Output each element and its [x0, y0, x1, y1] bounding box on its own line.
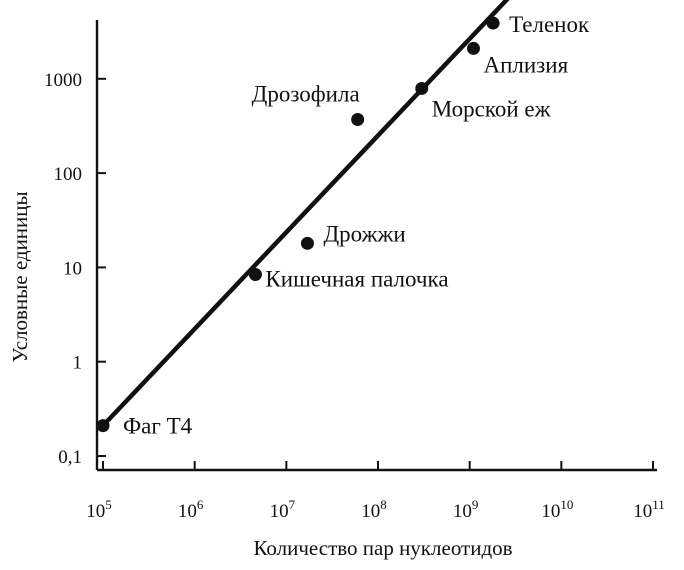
y-tick-label: 100 — [54, 164, 83, 185]
data-point — [486, 16, 500, 30]
fit-line-layer — [100, 0, 510, 428]
y-axis-title: Условные единицы — [8, 191, 32, 362]
x-tick-label: 106 — [178, 497, 204, 522]
data-point-label: Дрозофила — [252, 82, 360, 107]
y-tick-label: 10 — [63, 258, 82, 279]
x-tick-base: 10 — [86, 501, 105, 522]
x-tick-exponent: 10 — [560, 497, 573, 512]
data-points-layer — [96, 16, 500, 433]
x-tick-exponent: 8 — [380, 497, 387, 512]
data-point-label: Дрожжи — [323, 221, 405, 246]
x-tick-base: 10 — [270, 501, 289, 522]
y-tick-label: 1 — [73, 353, 83, 374]
data-point-label: Фаг Т4 — [123, 414, 193, 439]
regression-line — [100, 0, 510, 428]
data-point-label: Кишечная палочка — [265, 267, 448, 292]
data-point — [300, 236, 314, 250]
x-tick-base: 10 — [361, 501, 380, 522]
x-tick-base: 10 — [453, 501, 472, 522]
data-point — [415, 81, 429, 95]
ticks-layer: 105106107108109101010110,111010010001000… — [44, 70, 665, 522]
x-tick-label: 1010 — [541, 497, 573, 522]
data-point — [466, 41, 480, 55]
y-tick-label: 1000 — [44, 70, 82, 91]
x-tick-exponent: 9 — [472, 497, 479, 512]
x-tick-exponent: 7 — [289, 497, 296, 512]
x-axis-title: Количество пар нуклеотидов — [253, 536, 512, 560]
x-tick-exponent: 5 — [105, 497, 112, 512]
x-tick-base: 10 — [178, 501, 197, 522]
data-point-label: Теленок — [509, 12, 590, 37]
data-point-label: Морской еж — [432, 96, 551, 121]
x-tick-label: 109 — [453, 497, 479, 522]
x-tick-label: 107 — [270, 497, 296, 522]
data-point — [248, 268, 262, 282]
point-labels-layer: Фаг Т4 Кишечная палочка Дрожжи Дрозофила Мор… — [123, 12, 590, 439]
y-tick-label: 0,1 — [58, 447, 82, 468]
x-tick-exponent: 11 — [652, 497, 665, 512]
x-tick-exponent: 6 — [197, 497, 204, 512]
x-tick-label: 1011 — [633, 497, 665, 522]
x-tick-label: 105 — [86, 497, 112, 522]
x-tick-base: 10 — [541, 501, 560, 522]
x-tick-base: 10 — [633, 501, 652, 522]
data-point-label: Аплизия — [483, 52, 568, 77]
x-tick-label: 108 — [361, 497, 387, 522]
axes-group — [95, 20, 657, 472]
data-point — [351, 113, 365, 127]
data-point — [96, 419, 110, 433]
